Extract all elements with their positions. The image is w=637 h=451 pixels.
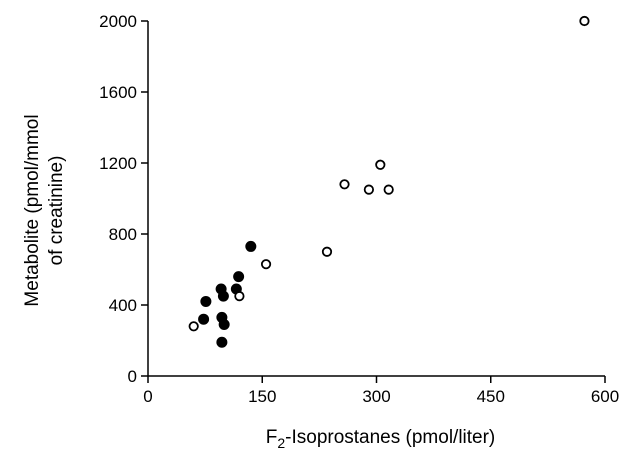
y-tick-label: 1200 [99,154,137,173]
data-point-open [384,185,392,193]
y-axis-ticks: 0 400 800 1200 1600 2000 [99,12,148,386]
data-point-filled [219,320,229,330]
data-points [190,17,589,347]
y-tick-label: 2000 [99,12,137,31]
x-tick-label: 300 [362,387,390,406]
x-axis-title-prefix: F [266,427,278,448]
y-tick-label: 800 [109,225,137,244]
x-axis-title-suffix: -Isoprostanes (pmol/liter) [285,427,495,448]
y-tick-label: 1600 [99,83,137,102]
y-axis-title-line2: of creatinine) [46,156,67,266]
data-point-filled [201,296,211,306]
x-tick-label: 450 [477,387,505,406]
y-axis-title-line1: Metabolite (pmol/mmol [22,114,43,306]
data-point-filled [218,291,228,301]
axes [148,21,605,376]
data-point-open [323,248,331,256]
data-point-open [376,161,384,169]
data-point-open [365,185,373,193]
x-tick-label: 600 [591,387,619,406]
y-tick-label: 0 [128,367,137,386]
data-point-open [235,292,243,300]
data-point-open [262,260,270,268]
y-tick-label: 400 [109,296,137,315]
data-point-filled [246,241,256,251]
x-axis-title: F2-Isoprostanes (pmol/liter) [266,427,496,451]
data-point-open [580,17,588,25]
x-tick-label: 0 [143,387,152,406]
data-point-filled [234,272,244,282]
x-axis-title-subscript: 2 [277,435,285,451]
x-tick-label: 150 [248,387,276,406]
data-point-filled [217,337,227,347]
y-axis-title: Metabolite (pmol/mmol of creatinine) [22,114,67,306]
data-point-open [340,180,348,188]
x-axis-ticks: 0 150 300 450 600 [143,376,619,406]
data-point-filled [199,314,209,324]
data-point-open [190,322,198,330]
